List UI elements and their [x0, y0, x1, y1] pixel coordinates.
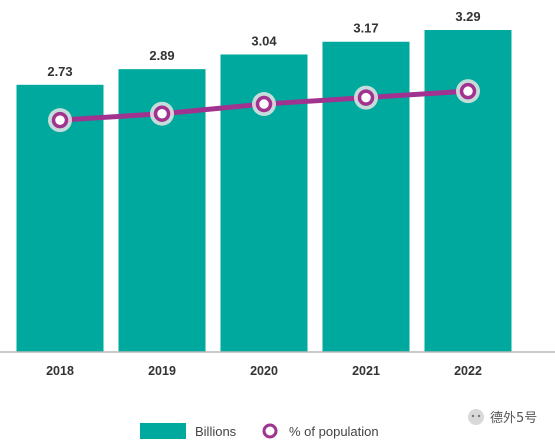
bar-value-label-2019: 2.89	[149, 48, 174, 63]
bars-group	[16, 30, 512, 353]
wechat-icon-eye	[477, 414, 481, 418]
bar-value-label-2018: 2.73	[47, 64, 72, 79]
population-marker-2020	[255, 95, 273, 113]
x-tick-label-2021: 2021	[352, 364, 380, 378]
watermark-text: 德外5号	[490, 411, 537, 426]
population-marker-2022	[459, 82, 477, 100]
legend-line-marker	[262, 423, 278, 439]
line-series-group	[48, 79, 480, 133]
bar-value-label-2022: 3.29	[455, 9, 480, 24]
legend: Billions % of population	[140, 423, 379, 439]
x-tick-label-2020: 2020	[250, 364, 278, 378]
population-marker-2018	[51, 111, 69, 129]
population-marker-2021	[357, 89, 375, 106]
bar-2022	[424, 30, 512, 352]
bar-value-label-2021: 3.17	[353, 21, 378, 36]
legend-bar-label: Billions	[195, 424, 237, 439]
wechat-icon-eye	[471, 414, 475, 418]
x-tick-label-2019: 2019	[148, 364, 176, 378]
wechat-icon	[468, 409, 484, 425]
x-tick-label-2018: 2018	[46, 364, 74, 378]
x-tick-labels-group: 2018 2019 2020 2021 2022	[46, 364, 482, 378]
population-marker-2019	[153, 105, 171, 122]
bar-value-label-2020: 3.04	[251, 33, 277, 48]
x-tick-label-2022: 2022	[454, 364, 482, 378]
bar-labels-group: 2.73 2.89 3.04 3.17 3.29	[47, 9, 480, 79]
watermark: 德外5号	[468, 409, 537, 426]
legend-line-label: % of population	[289, 424, 379, 439]
legend-bar-swatch	[140, 423, 186, 439]
